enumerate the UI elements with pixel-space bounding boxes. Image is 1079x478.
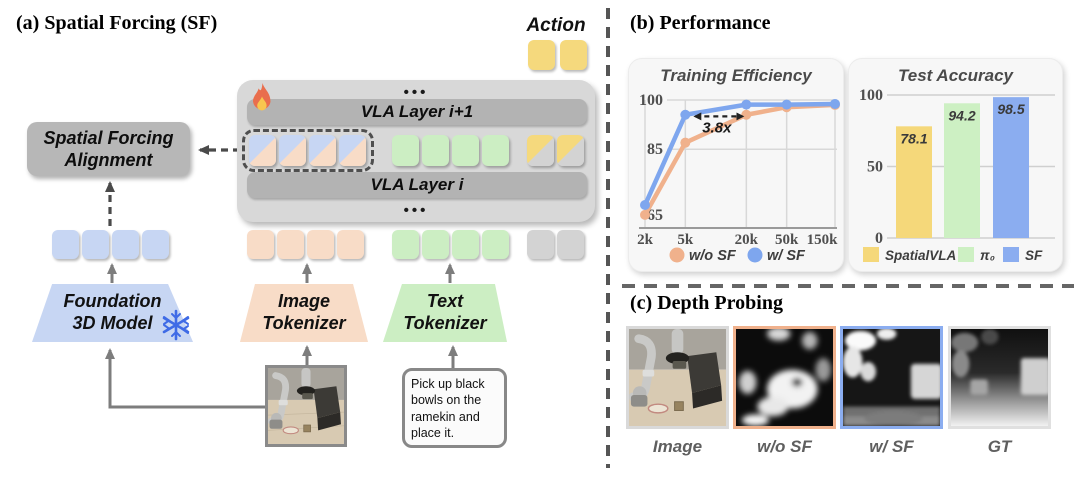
training-efficiency-title: Training Efficiency: [660, 66, 812, 85]
legend-swatch-SpatialVLA: [863, 247, 879, 262]
y-tick-label: 85: [647, 141, 663, 158]
legend-swatch-π₀: [958, 247, 974, 262]
y-tick-label: 50: [867, 159, 883, 176]
depth-label-gt: GT: [987, 437, 1012, 456]
data-point-w/ SF: [680, 109, 691, 120]
training-efficiency-panel: Training Efficiency 65 85 100 2k 5k 20k 50k 150…: [628, 58, 844, 272]
test-accuracy-panel: Test Accuracy 0 50 100 78.1 94.2 98.5 SpatialV…: [848, 58, 1063, 272]
data-point-w/o SF: [680, 137, 691, 148]
data-point-w/o SF: [640, 209, 650, 220]
bar-value-label: 78.1: [900, 130, 927, 146]
x-tick-label: 150k: [807, 232, 839, 248]
ellipsis-top: •••: [403, 84, 429, 101]
data-point-w/ SF: [741, 99, 752, 110]
vertical-divider: [606, 8, 610, 468]
y-tick-label: 65: [647, 207, 663, 224]
panel-b-title: (b) Performance: [630, 12, 771, 34]
text-tokenizer: Text Tokenizer: [383, 284, 507, 342]
data-point-w/ SF: [781, 99, 792, 110]
bar-SpatialVLA: [896, 126, 932, 238]
panel-c-title: (c) Depth Probing: [630, 292, 783, 314]
arrows-layer: [105, 145, 458, 409]
depth-map-without-sf: [733, 326, 836, 429]
depth-input-image: [626, 326, 729, 429]
training-efficiency-chart: 65 85 100 2k 5k 20k 50k 150k 3.8x w/o SF w/ SF: [637, 92, 840, 264]
bar-π₀: [944, 103, 980, 238]
foundation-3d-model: Foundation 3D Model: [32, 284, 193, 342]
vla-layer-bottom-bar: VLA Layer i: [247, 172, 587, 198]
legend-label-SF: SF: [1025, 248, 1043, 263]
arrow-image-to-foundation: [105, 348, 265, 409]
panel-a-title: (a) Spatial Forcing (SF): [16, 12, 218, 34]
data-point-w/ SF: [640, 200, 650, 211]
bar-value-label: 94.2: [948, 107, 975, 123]
bar-value-label: 98.5: [997, 101, 1024, 117]
y-tick-label: 100: [859, 87, 883, 104]
action-label: Action: [526, 15, 586, 36]
vla-layer-top-bar: VLA Layer i+1: [247, 99, 587, 125]
test-accuracy-title: Test Accuracy: [898, 66, 1013, 85]
bar-SF: [993, 97, 1029, 238]
x-tick-label: 2k: [637, 232, 654, 248]
y-tick-label: 0: [875, 230, 883, 247]
depth-label-image: Image: [652, 437, 703, 456]
test-accuracy-chart: 0 50 100 78.1 94.2 98.5 SpatialVLA π₀ SF: [859, 87, 1055, 263]
snowflake-icon: [162, 309, 190, 341]
data-point-w/ SF: [830, 98, 840, 109]
x-tick-label: 20k: [735, 232, 759, 248]
image-tokenizer: Image Tokenizer: [240, 284, 368, 342]
spatial-forcing-alignment-box: Spatial Forcing Alignment: [27, 122, 190, 176]
legend-label-SpatialVLA: SpatialVLA: [885, 248, 956, 263]
instruction-box: Pick up black bowls on the ramekin and p…: [402, 368, 507, 448]
depth-label-without-sf: w/o SF: [757, 437, 812, 456]
legend-swatch-SF: [1003, 247, 1019, 262]
horizontal-divider: [622, 284, 1074, 288]
legend-swatch-w/ SF: [747, 247, 763, 263]
x-tick-label: 50k: [775, 232, 799, 248]
legend-swatch-w/o SF: [669, 247, 685, 263]
depth-label-with-sf: w/ SF: [869, 437, 914, 456]
data-point-w/o SF: [741, 109, 752, 120]
speedup-label: 3.8x: [702, 119, 732, 136]
depth-map-ground-truth: [948, 326, 1051, 429]
y-tick-label: 100: [639, 92, 663, 109]
legend-label-w/o SF: w/o SF: [689, 248, 737, 264]
flame-icon: [253, 83, 271, 111]
series-line-w/o SF: [642, 102, 838, 218]
legend-label-π₀: π₀: [980, 248, 995, 263]
robot-observation-image: [265, 365, 347, 447]
depth-map-with-sf: [840, 326, 943, 429]
x-tick-label: 5k: [677, 232, 694, 248]
aligned-tokens-dashed-box: [242, 129, 374, 172]
legend-label-w/ SF: w/ SF: [767, 248, 806, 264]
ellipsis-bottom: •••: [403, 202, 429, 219]
